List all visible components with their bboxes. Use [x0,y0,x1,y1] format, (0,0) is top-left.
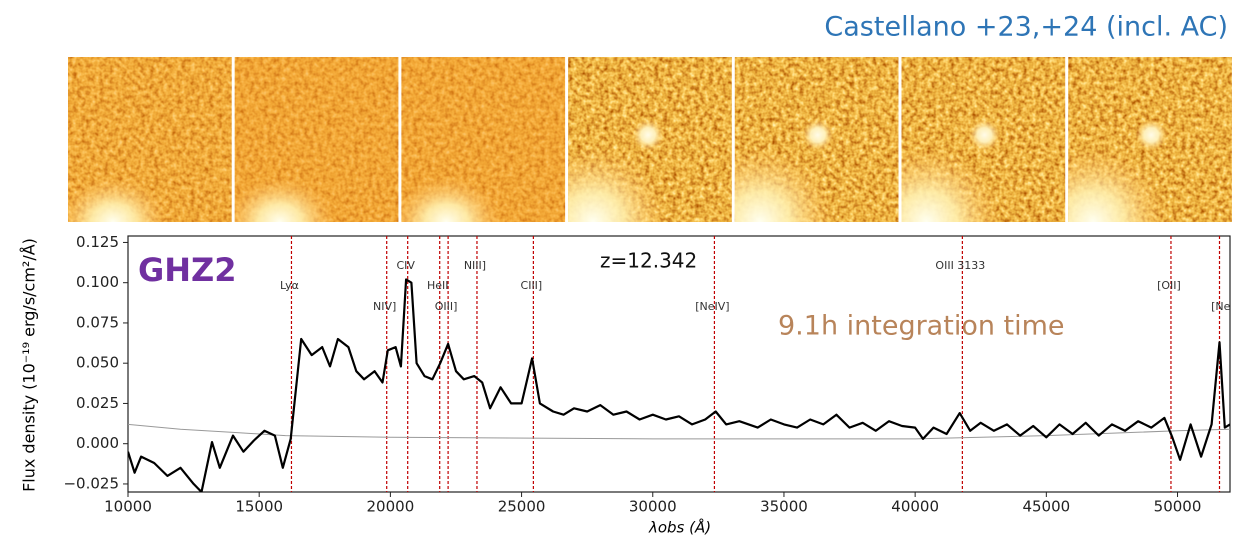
x-tick-label: 20000 [367,498,415,516]
y-tick-label: 0.025 [76,394,119,412]
cutout-panel [1068,57,1232,222]
cutout-glow [1068,147,1169,222]
emission-line-label: [NeIV] [695,300,729,313]
emission-line-label: OIII] [435,300,458,313]
cutout-glow [401,177,502,222]
cutout-source [632,119,665,151]
y-tick-label: −0.025 [63,474,119,492]
cutout-panel [901,57,1066,222]
cutout-glow [734,147,835,222]
cutout-glow [234,177,335,222]
emission-line-label: [OII] [1157,279,1181,292]
cutout-glow [68,177,168,222]
spectrum-line [128,278,1230,492]
cutout-panel [568,57,732,222]
y-tick-label: 0.050 [76,354,119,372]
x-tick-label: 50000 [1154,498,1202,516]
plot-frame [127,235,1231,493]
y-tick-label: 0.100 [76,273,119,291]
emission-line-label: HeII [427,279,449,292]
emission-line-label: NIII] [464,259,486,272]
annotation: 9.1h integration time [778,311,1065,342]
x-tick-label: 30000 [629,498,677,516]
emission-line-label: [Ne III] [1211,300,1234,313]
y-axis-label: Flux density (10⁻¹⁹ erg/s/cm²/Å) [20,238,39,492]
cutout-glow [568,147,669,222]
cutout-panel [734,57,899,222]
x-tick-label: 10000 [104,498,152,516]
cutout-panel [68,57,232,222]
y-tick-label: 0.000 [76,434,119,452]
emission-line-label: CIII] [521,279,543,292]
emission-line-label: NIV] [373,300,396,313]
cutout-source [968,119,1001,151]
x-tick-label: 15000 [235,498,283,516]
emission-line-label: OIII 3133 [935,259,985,272]
x-tick-label: 35000 [760,498,808,516]
image-cutouts [68,57,1232,222]
credit: Castellano +23,+24 (incl. AC) [824,12,1228,43]
emission-line-label: Lyα [280,279,299,292]
cutout-panel [234,57,399,222]
annotation: z=12.342 [600,249,697,273]
x-tick-label: 40000 [891,498,939,516]
spectrum-line [128,423,1230,440]
cutout-glow [901,147,1002,222]
cutout-source [1135,119,1168,151]
x-tick-label: 45000 [1022,498,1070,516]
emission-line-label: CIV [396,259,415,272]
x-axis-label: λobs (Å) [648,518,711,537]
cutout-source [801,119,834,151]
y-tick-label: 0.075 [76,313,119,331]
x-tick-label: 25000 [498,498,546,516]
annotation: GHZ2 [138,251,237,289]
y-tick-label: 0.125 [76,233,119,251]
cutout-panel [401,57,566,222]
